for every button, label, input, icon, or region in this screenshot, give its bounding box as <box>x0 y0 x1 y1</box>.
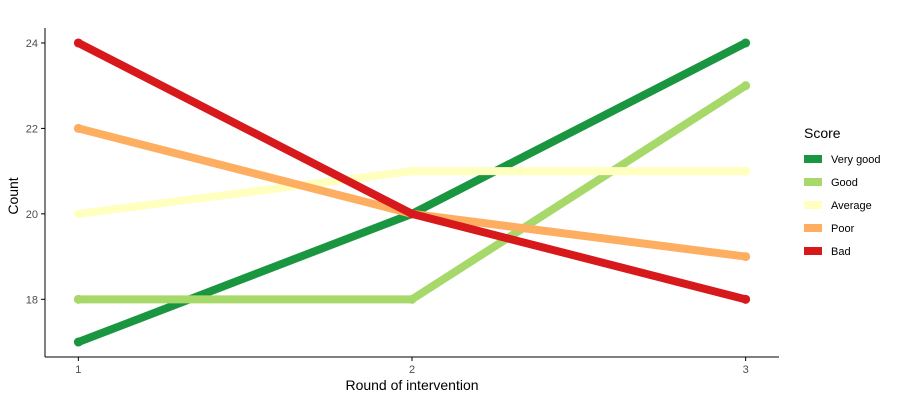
x-axis-ticks: 1 2 3 <box>75 357 749 376</box>
data-point-bad <box>73 38 83 48</box>
series-line-average <box>74 167 750 218</box>
y-tick-label: 20 <box>26 209 38 221</box>
series-good <box>73 81 751 304</box>
legend-label-very-good: Very good <box>831 154 881 166</box>
data-point-good <box>741 81 751 91</box>
data-point-very-good <box>73 337 83 347</box>
data-point-poor <box>741 252 751 262</box>
legend-item-average: Average <box>804 200 872 212</box>
y-tick-label: 24 <box>26 38 38 50</box>
legend-label-good: Good <box>831 177 858 189</box>
data-point-poor <box>73 123 83 133</box>
x-tick-label: 2 <box>409 364 415 376</box>
legend-item-bad: Bad <box>804 246 851 258</box>
data-point-average <box>73 209 83 219</box>
legend-items: Very good Good Average Poor Bad <box>804 154 881 258</box>
legend-item-poor: Poor <box>804 223 855 235</box>
legend-title: Score <box>804 125 841 141</box>
series-line-good <box>74 81 750 304</box>
data-point-bad <box>407 209 417 219</box>
series-layer <box>73 38 751 347</box>
y-tick-label: 22 <box>26 123 38 135</box>
data-point-good <box>407 294 417 304</box>
y-axis-title: Count <box>5 177 21 214</box>
legend-label-bad: Bad <box>831 246 851 258</box>
legend-label-poor: Poor <box>831 223 855 235</box>
legend-item-good: Good <box>804 177 858 189</box>
data-point-average <box>407 166 417 176</box>
x-axis-title: Round of intervention <box>345 377 478 393</box>
legend-label-average: Average <box>831 200 872 212</box>
axes: 18 20 22 24 1 2 3 <box>26 28 779 376</box>
legend-item-very-good: Very good <box>804 154 881 166</box>
series-bad <box>73 38 751 304</box>
legend: Score Very good Good Average Poor Bad <box>804 125 881 258</box>
x-tick-label: 3 <box>743 364 749 376</box>
data-point-bad <box>741 294 751 304</box>
data-point-average <box>741 166 751 176</box>
y-axis-ticks: 18 20 22 24 <box>26 38 45 306</box>
data-point-very-good <box>741 38 751 48</box>
data-point-good <box>73 294 83 304</box>
y-tick-label: 18 <box>26 294 38 306</box>
series-average <box>73 166 751 219</box>
x-tick-label: 1 <box>75 364 81 376</box>
